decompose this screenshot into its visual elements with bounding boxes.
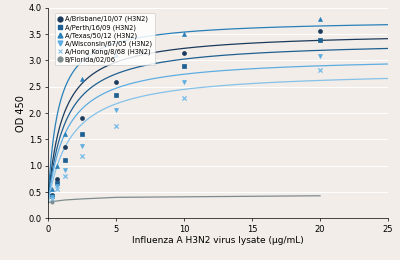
Point	[79, 77, 85, 81]
Point	[113, 79, 119, 83]
Point	[53, 164, 60, 168]
Point	[317, 68, 323, 72]
Point	[181, 32, 187, 36]
Point	[53, 177, 60, 181]
Point	[113, 108, 119, 113]
Point	[49, 197, 56, 202]
Point	[181, 96, 187, 100]
Point	[49, 199, 56, 204]
Point	[53, 187, 60, 192]
Point	[317, 17, 323, 22]
Point	[317, 38, 323, 43]
Point	[49, 193, 56, 197]
X-axis label: Influenza A H3N2 virus lysate (μg/mL): Influenza A H3N2 virus lysate (μg/mL)	[132, 236, 304, 245]
Point	[49, 194, 56, 198]
Point	[181, 50, 187, 55]
Legend: A/Brisbane/10/07 (H3N2), A/Perth/16/09 (H3N2), A/Texas/50/12 (H3N2), A/Wisconsin: A/Brisbane/10/07 (H3N2), A/Perth/16/09 (…	[55, 13, 154, 66]
Point	[79, 144, 85, 148]
Point	[113, 93, 119, 97]
Point	[49, 187, 56, 192]
Point	[79, 154, 85, 158]
Point	[79, 132, 85, 136]
Point	[317, 29, 323, 34]
Point	[113, 124, 119, 128]
Point	[62, 145, 68, 149]
Point	[49, 195, 56, 199]
Point	[79, 116, 85, 120]
Point	[62, 132, 68, 136]
Point	[317, 54, 323, 58]
Point	[53, 184, 60, 188]
Y-axis label: OD 450: OD 450	[16, 95, 26, 132]
Point	[181, 79, 187, 83]
Point	[53, 180, 60, 185]
Point	[181, 64, 187, 68]
Point	[62, 158, 68, 162]
Point	[62, 174, 68, 178]
Point	[62, 168, 68, 172]
Point	[113, 53, 119, 57]
